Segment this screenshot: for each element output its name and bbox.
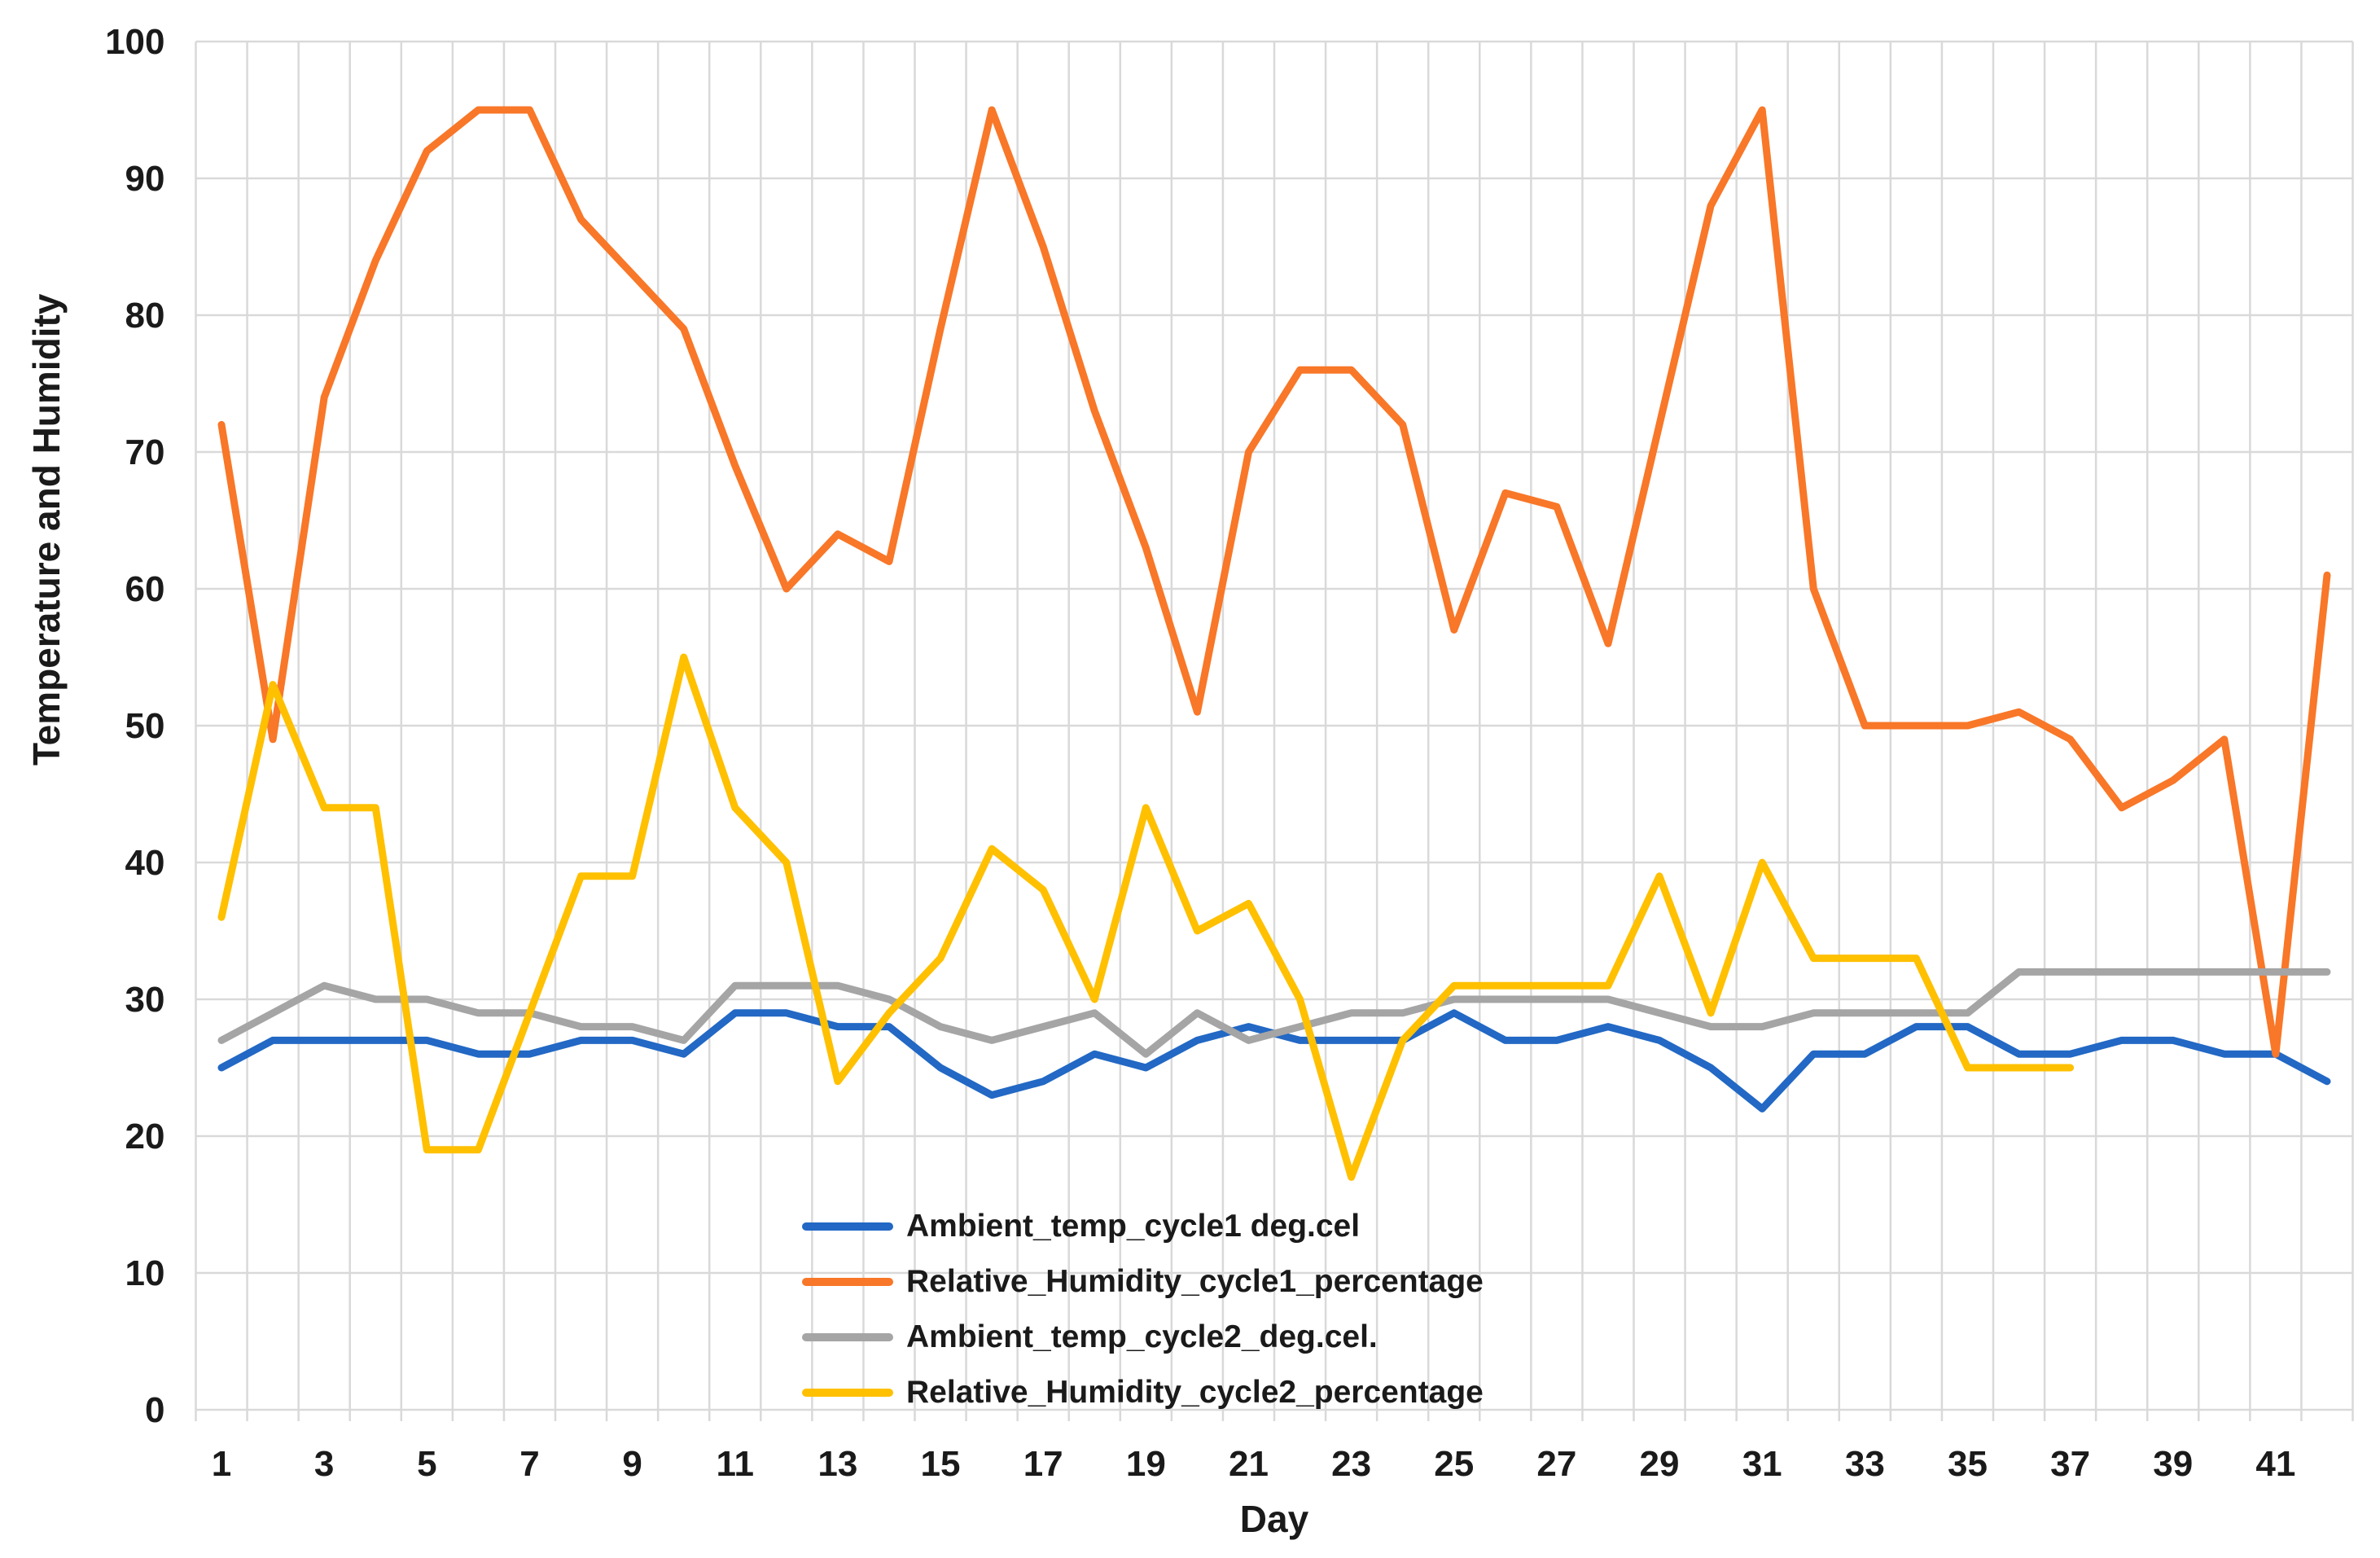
y-axis-tick-label: 90 xyxy=(125,159,165,199)
x-axis-tick-label: 27 xyxy=(1536,1444,1576,1484)
series-line-1 xyxy=(217,106,2331,1058)
x-axis-tick-label: 19 xyxy=(1126,1444,1166,1484)
chart-legend: Ambient_temp_cycle1 deg.cel Relative_Hum… xyxy=(802,1199,1484,1420)
y-axis-tick-label: 80 xyxy=(125,296,165,336)
y-axis-tick-label: 40 xyxy=(125,843,165,883)
x-axis-tick-label: 25 xyxy=(1434,1444,1474,1484)
x-axis-tick-label: 7 xyxy=(519,1444,539,1484)
y-axis-tick-label: 30 xyxy=(125,980,165,1020)
legend-line-swatch-gray xyxy=(802,1333,893,1341)
legend-item-ambient-temp-cycle1: Ambient_temp_cycle1 deg.cel xyxy=(802,1199,1484,1254)
legend-label: Ambient_temp_cycle1 deg.cel xyxy=(906,1209,1361,1244)
x-axis-tick-label: 17 xyxy=(1023,1444,1063,1484)
x-axis-tick-label: 5 xyxy=(417,1444,436,1484)
x-axis-tick-label: 13 xyxy=(817,1444,857,1484)
x-axis-title: Day xyxy=(1239,1498,1309,1540)
x-axis-tick-label: 39 xyxy=(2153,1444,2193,1484)
x-axis-tick-label: 9 xyxy=(622,1444,642,1484)
x-axis-tick-label: 33 xyxy=(1845,1444,1885,1484)
legend-line-swatch-blue xyxy=(802,1222,893,1231)
x-axis-tick-label: 11 xyxy=(716,1444,754,1484)
x-axis-tick-label: 31 xyxy=(1742,1444,1782,1484)
x-axis-tick-label: 21 xyxy=(1229,1444,1269,1484)
legend-item-relative-humidity-cycle1: Relative_Humidity_cycle1_percentage xyxy=(802,1254,1484,1310)
legend-label: Ambient_temp_cycle2_deg.cel. xyxy=(906,1319,1378,1354)
legend-line-swatch-orange xyxy=(802,1278,893,1286)
y-axis-tick-label: 0 xyxy=(145,1390,164,1430)
series-line-2 xyxy=(217,968,2331,1058)
x-axis-tick-label: 41 xyxy=(2255,1444,2295,1484)
x-axis-tick-label: 23 xyxy=(1331,1444,1371,1484)
y-axis-tick-label: 70 xyxy=(125,432,165,472)
x-axis-tick-label: 29 xyxy=(1640,1444,1680,1484)
y-axis-tick-label: 20 xyxy=(125,1117,165,1156)
x-axis-tick-label: 3 xyxy=(314,1444,334,1484)
x-axis-tick-label: 15 xyxy=(921,1444,961,1484)
series-line-3 xyxy=(217,653,2075,1181)
legend-label: Relative_Humidity_cycle2_percentage xyxy=(906,1375,1484,1410)
y-axis-tick-label: 60 xyxy=(125,569,165,609)
x-axis-tick-label: 35 xyxy=(1948,1444,1988,1484)
y-axis-tick-label: 100 xyxy=(105,22,164,62)
legend-line-swatch-yellow xyxy=(802,1389,893,1397)
x-axis-tick-label: 1 xyxy=(212,1444,231,1484)
x-axis-tick-label: 37 xyxy=(2050,1444,2090,1484)
y-axis-title: Temperature and Humidity xyxy=(25,293,68,766)
y-axis-tick-label: 50 xyxy=(125,706,165,746)
legend-item-relative-humidity-cycle2: Relative_Humidity_cycle2_percentage xyxy=(802,1365,1484,1420)
y-axis-tick-label: 10 xyxy=(125,1253,165,1293)
legend-item-ambient-temp-cycle2: Ambient_temp_cycle2_deg.cel. xyxy=(802,1310,1484,1365)
legend-label: Relative_Humidity_cycle1_percentage xyxy=(906,1264,1484,1299)
